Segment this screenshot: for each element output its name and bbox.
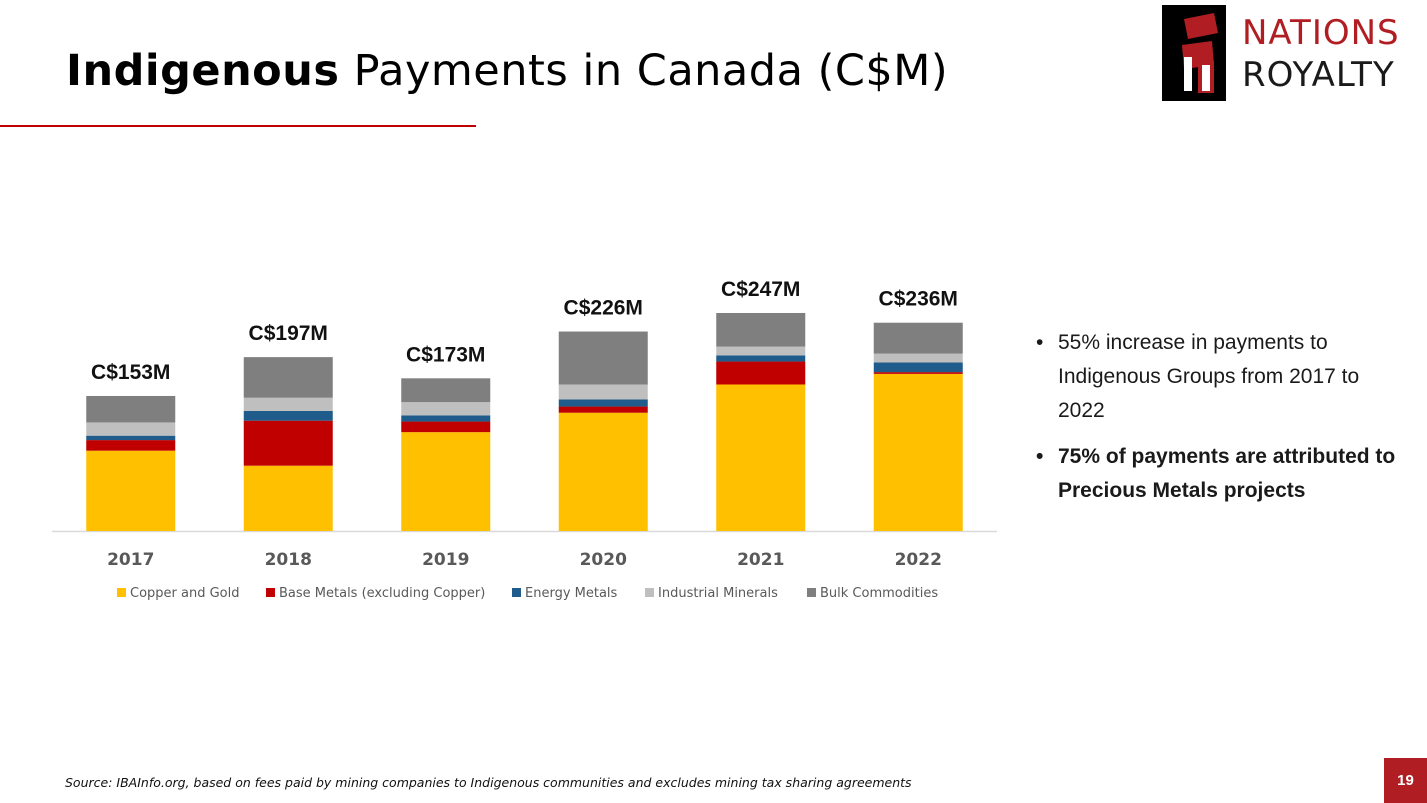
bar-total-label: C$236M: [879, 288, 958, 311]
bar-segment: [401, 432, 491, 531]
bar-segment: [873, 322, 963, 354]
bar-total-label: C$247M: [721, 278, 800, 301]
legend-swatch: [807, 588, 816, 597]
x-tick-label: 2021: [737, 550, 784, 570]
bar-segment: [86, 422, 176, 436]
x-tick-label: 2018: [265, 550, 312, 570]
bar-segment: [401, 421, 491, 433]
legend-label: Bulk Commodities: [820, 586, 938, 601]
bar-segment: [558, 406, 648, 413]
bullet-item: • 55% increase in payments to Indigenous …: [1036, 326, 1396, 428]
page-title: Indigenous Payments in Canada (C$M): [66, 46, 948, 96]
bar-segment: [558, 331, 648, 385]
bullet-item: • 75% of payments are attributed to Preci…: [1036, 440, 1396, 508]
logo-mark-icon: [1162, 5, 1226, 101]
x-tick-label: 2019: [422, 550, 469, 570]
legend-swatch: [266, 588, 275, 597]
bullet-list: • 55% increase in payments to Indigenous …: [1036, 326, 1396, 520]
logo-glyph-icon: [1162, 5, 1226, 101]
company-logo: NATIONS ROYALTY: [1162, 5, 1420, 101]
bar-segment: [558, 412, 648, 531]
x-tick-label: 2020: [580, 550, 627, 570]
bullet-text: 55% increase in payments to Indigenous G…: [1058, 331, 1360, 422]
bar-segment: [873, 373, 963, 531]
bar-segment: [873, 362, 963, 373]
source-note: Source: IBAInfo.org, based on fees paid …: [65, 775, 912, 790]
bar-segment: [716, 346, 806, 356]
legend-swatch: [512, 588, 521, 597]
legend-label: Energy Metals: [525, 586, 618, 601]
logo-line2: ROYALTY: [1242, 55, 1395, 95]
title-rest: Payments in Canada (C$M): [353, 46, 949, 96]
bar-segment: [401, 378, 491, 403]
x-tick-label: 2017: [107, 550, 154, 570]
bar-segment: [716, 355, 806, 362]
bar-segment: [716, 361, 806, 385]
legend-label: Base Metals (excluding Copper): [279, 586, 485, 601]
legend-swatch: [645, 588, 654, 597]
bullet-text: 75% of payments are attributed to Precio…: [1058, 445, 1396, 502]
title-bold-word: Indigenous: [66, 46, 340, 96]
bar-total-label: C$197M: [249, 322, 328, 345]
bar-segment: [401, 402, 491, 416]
bar-total-label: C$153M: [91, 361, 170, 384]
bar-segment: [243, 410, 333, 421]
bar-segment: [243, 465, 333, 531]
logo-line1: NATIONS: [1242, 13, 1400, 53]
legend-label: Copper and Gold: [130, 586, 240, 601]
x-tick-label: 2022: [895, 550, 942, 570]
bar-segment: [243, 420, 333, 466]
bullet-marker: •: [1036, 445, 1044, 468]
bar-segment: [716, 384, 806, 531]
bar-total-label: C$226M: [564, 297, 643, 320]
bar-segment: [243, 357, 333, 398]
title-underline: [0, 125, 476, 127]
bar-segment: [86, 435, 176, 441]
stacked-bar-chart: C$153M 2017 C$197M 2018 C$173M 2019 C$226M 2020…: [52, 278, 997, 601]
bar-segment: [558, 399, 648, 407]
bar-segment: [716, 313, 806, 347]
page-number-badge: 19: [1384, 758, 1427, 803]
bar-segment: [86, 450, 176, 531]
legend-swatch: [117, 588, 126, 597]
bar-segment: [86, 440, 176, 451]
bar-total-label: C$173M: [406, 343, 485, 366]
bar-segment: [243, 397, 333, 411]
bar-segment: [401, 415, 491, 422]
bar-segment: [558, 384, 648, 400]
bar-segment: [86, 395, 176, 423]
bar-segment: [873, 353, 963, 363]
legend-label: Industrial Minerals: [658, 586, 778, 601]
bar-segment: [873, 372, 963, 374]
bullet-marker: •: [1036, 331, 1044, 354]
